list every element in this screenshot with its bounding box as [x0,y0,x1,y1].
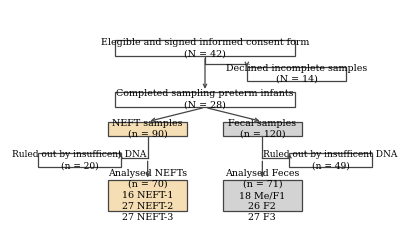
FancyBboxPatch shape [38,153,120,167]
FancyBboxPatch shape [223,180,302,211]
FancyBboxPatch shape [247,67,346,81]
FancyBboxPatch shape [108,180,187,211]
FancyBboxPatch shape [115,40,295,56]
Text: Elegible and signed informed consent form
(N = 42): Elegible and signed informed consent for… [101,38,309,58]
FancyBboxPatch shape [223,122,302,136]
FancyBboxPatch shape [108,122,187,136]
Text: Fecal samples
(n = 120): Fecal samples (n = 120) [228,119,296,139]
Text: Ruled out by insufficent DNA
(n = 20): Ruled out by insufficent DNA (n = 20) [12,150,147,170]
Text: NEFT samples
(n = 90): NEFT samples (n = 90) [112,119,183,139]
Text: Analysed NEFTs
(n = 70)
16 NEFT-1
27 NEFT-2
27 NEFT-3: Analysed NEFTs (n = 70) 16 NEFT-1 27 NEF… [108,169,187,222]
Text: Ruled out by insufficent DNA
(n = 49): Ruled out by insufficent DNA (n = 49) [263,150,398,170]
Text: Analysed Feces
(n = 71)
18 Me/F1
26 F2
27 F3: Analysed Feces (n = 71) 18 Me/F1 26 F2 2… [225,169,300,222]
Text: Declined incomplete samples
(N = 14): Declined incomplete samples (N = 14) [226,64,367,84]
FancyBboxPatch shape [290,153,372,167]
Text: Completed sampling preterm infants
(N = 28): Completed sampling preterm infants (N = … [116,89,294,110]
FancyBboxPatch shape [115,92,295,107]
